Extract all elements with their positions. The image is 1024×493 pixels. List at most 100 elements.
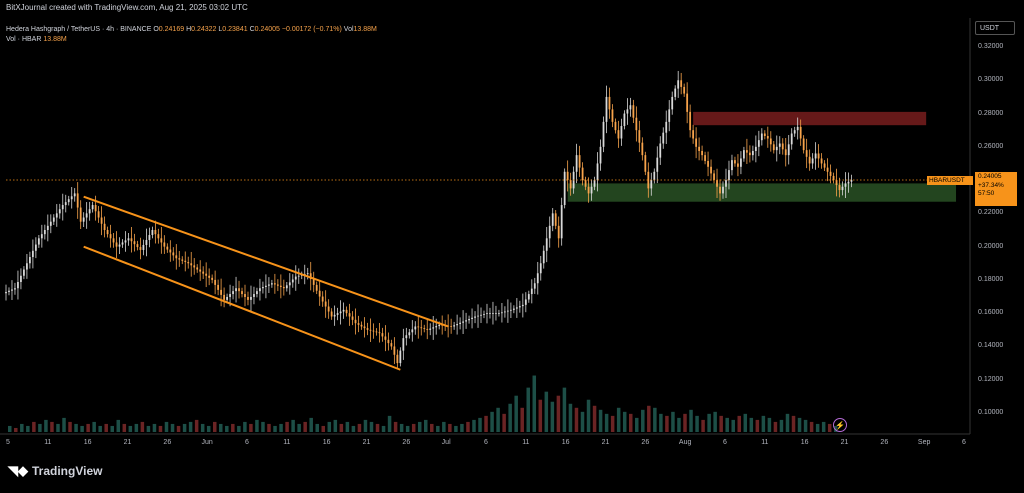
- candle-body: [291, 279, 294, 283]
- volume-bar: [628, 413, 633, 432]
- candle-body: [232, 291, 234, 295]
- date-tick: 21: [362, 439, 371, 446]
- low-label: L: [218, 26, 223, 33]
- candle-body: [214, 279, 217, 285]
- volume-bar: [321, 425, 326, 432]
- candle-body: [489, 313, 491, 314]
- volume-bar: [32, 421, 36, 432]
- candle-body: [763, 133, 766, 137]
- volume-bar: [243, 421, 247, 432]
- candle-body: [737, 163, 739, 167]
- attribution: BitXJournal created with TradingView.com…: [6, 3, 248, 12]
- date-tick: 11: [522, 439, 530, 446]
- bar-countdown: 57:50: [978, 190, 995, 197]
- volume-bar: [803, 419, 808, 432]
- volume-bar: [809, 421, 814, 432]
- candle-body: [205, 273, 208, 276]
- close-label: C: [249, 26, 255, 33]
- volume-bar: [592, 405, 597, 432]
- candle-body: [73, 193, 76, 197]
- volume-bar: [659, 413, 663, 432]
- volume-bar: [146, 425, 151, 432]
- candle-body: [46, 225, 49, 230]
- candle-body: [769, 138, 772, 145]
- lightning-icon[interactable]: ⚡: [833, 418, 847, 432]
- candle-body: [728, 170, 730, 181]
- candle-body: [333, 314, 336, 317]
- candle-body: [775, 146, 778, 151]
- candle-body: [265, 285, 267, 287]
- candle-body: [653, 171, 656, 181]
- volume-bar: [683, 413, 687, 432]
- candle-body: [178, 258, 181, 260]
- candle-body: [336, 313, 339, 315]
- candle-body: [64, 202, 67, 206]
- candle-body: [187, 262, 190, 264]
- candle-body: [405, 335, 408, 339]
- volume-bar: [188, 421, 193, 432]
- candle-body: [8, 290, 10, 292]
- vol-value: 13.88M: [353, 26, 377, 33]
- candle-body: [617, 130, 620, 139]
- candle-body: [832, 175, 835, 181]
- candle-body: [55, 213, 58, 218]
- date-tick: Jul: [441, 439, 451, 446]
- candle-body: [297, 275, 300, 277]
- candle-body: [190, 263, 193, 266]
- volume-bar: [249, 423, 253, 432]
- candle-body: [127, 238, 130, 241]
- volume-bar: [502, 413, 506, 432]
- candle-body: [793, 130, 796, 134]
- volume-bar: [164, 421, 169, 432]
- candle-body: [321, 296, 324, 302]
- symbol-name[interactable]: Hedera Hashgraph / TetherUS · 4h · BINAN…: [6, 26, 152, 33]
- volume-bar: [387, 415, 392, 432]
- volume-bar: [231, 423, 235, 432]
- tradingview-logo: ◥◆ TradingView: [8, 463, 102, 479]
- change-percent: +37.34%: [978, 181, 1004, 189]
- candle-body: [512, 308, 515, 310]
- volume-bar: [749, 417, 754, 432]
- volume-bar: [128, 425, 133, 432]
- candle-body: [124, 240, 127, 243]
- candle-body: [686, 93, 689, 112]
- candle-body: [100, 217, 103, 224]
- candle-body: [268, 284, 270, 286]
- candle-body: [282, 286, 285, 289]
- volume-bar: [206, 425, 211, 432]
- volume-bar: [170, 423, 175, 432]
- open-label: O: [153, 26, 159, 33]
- candle-body: [569, 180, 572, 189]
- candle-body: [327, 306, 330, 312]
- candle-body: [548, 225, 551, 239]
- volume-bar: [604, 413, 609, 432]
- candle-body: [551, 213, 554, 226]
- candle-body: [602, 121, 605, 147]
- candle-body: [273, 283, 276, 285]
- candle-body: [244, 294, 246, 297]
- volume-bar: [182, 423, 187, 432]
- candle-body: [817, 153, 820, 159]
- candle-body: [97, 211, 100, 218]
- candle-body: [226, 296, 228, 300]
- candle-body: [734, 160, 736, 164]
- candle-body: [542, 250, 545, 264]
- candle-body: [438, 324, 441, 327]
- candle-body: [689, 111, 692, 131]
- candle-body: [145, 239, 148, 245]
- volume-legend[interactable]: Vol · HBAR 13.88M: [6, 36, 67, 43]
- symbol-price-tag: HBARUSDT: [927, 175, 973, 185]
- candle-body: [662, 132, 665, 144]
- open-value: 0.24169: [158, 26, 185, 33]
- price-tick: 0.18000: [978, 275, 1004, 283]
- candle-body: [399, 350, 402, 364]
- volume-bar: [586, 399, 591, 432]
- currency-button[interactable]: USDT: [975, 21, 1015, 35]
- candle-body: [844, 183, 847, 187]
- candle-body: [276, 284, 279, 286]
- resistance-zone: [693, 111, 927, 126]
- candle-body: [814, 153, 817, 159]
- volume-bar: [116, 419, 121, 432]
- volume-bar: [635, 417, 639, 432]
